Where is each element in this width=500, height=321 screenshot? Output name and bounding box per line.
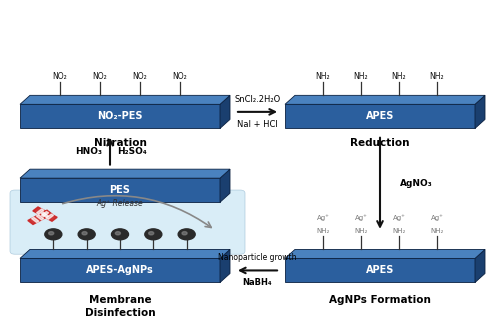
Circle shape — [116, 232, 120, 235]
Text: NO₂: NO₂ — [92, 72, 108, 81]
Text: Ag⁺: Ag⁺ — [354, 215, 368, 221]
Text: NH₂: NH₂ — [392, 228, 406, 234]
Text: Membrane
Disinfection: Membrane Disinfection — [84, 295, 156, 318]
Text: NH₂: NH₂ — [354, 228, 368, 234]
Polygon shape — [20, 95, 230, 104]
Text: Nitration: Nitration — [94, 138, 146, 148]
Polygon shape — [20, 258, 220, 282]
Text: APES: APES — [366, 111, 394, 121]
Bar — [42, 212, 48, 217]
Text: Reduction: Reduction — [350, 138, 410, 148]
Circle shape — [178, 229, 195, 240]
Polygon shape — [285, 95, 485, 104]
Bar — [41, 212, 48, 217]
Polygon shape — [220, 169, 230, 202]
Text: APES: APES — [366, 265, 394, 275]
Text: Ag⁺: Ag⁺ — [392, 215, 406, 221]
Circle shape — [82, 232, 87, 235]
Polygon shape — [20, 178, 220, 202]
Text: SnCl₂.2H₂O: SnCl₂.2H₂O — [234, 95, 281, 104]
Polygon shape — [475, 249, 485, 282]
Polygon shape — [285, 249, 485, 258]
Text: NH₂: NH₂ — [430, 228, 444, 234]
Text: PES: PES — [110, 185, 130, 195]
Text: Ag⁺ Release: Ag⁺ Release — [96, 199, 144, 208]
Circle shape — [48, 232, 54, 235]
Polygon shape — [20, 169, 230, 178]
FancyBboxPatch shape — [10, 190, 245, 254]
Polygon shape — [285, 258, 475, 282]
Text: HNO₃: HNO₃ — [76, 147, 102, 156]
Polygon shape — [220, 249, 230, 282]
Polygon shape — [220, 95, 230, 128]
Polygon shape — [20, 104, 220, 128]
Circle shape — [112, 229, 128, 240]
Text: NH₂: NH₂ — [354, 72, 368, 81]
Polygon shape — [20, 249, 230, 258]
Text: NaI + HCl: NaI + HCl — [237, 120, 278, 129]
Circle shape — [78, 229, 95, 240]
Bar — [36, 215, 44, 220]
Text: NH₂: NH₂ — [392, 72, 406, 81]
Circle shape — [45, 229, 62, 240]
Text: NH₂: NH₂ — [430, 72, 444, 81]
Text: H₂SO₄: H₂SO₄ — [118, 147, 147, 156]
Bar — [33, 207, 57, 221]
Text: NaBH₄: NaBH₄ — [242, 279, 272, 288]
Text: NH₂: NH₂ — [316, 72, 330, 81]
Bar — [46, 214, 54, 219]
Circle shape — [145, 229, 162, 240]
Circle shape — [182, 232, 187, 235]
Text: NO₂: NO₂ — [132, 72, 148, 81]
Polygon shape — [475, 95, 485, 128]
Text: AgNPs Formation: AgNPs Formation — [329, 295, 431, 305]
Polygon shape — [285, 104, 475, 128]
Bar — [28, 210, 52, 224]
Circle shape — [148, 232, 154, 235]
Text: NO₂: NO₂ — [172, 72, 188, 81]
Text: Nanoparticle growth: Nanoparticle growth — [218, 253, 297, 263]
Text: Ag⁺: Ag⁺ — [316, 215, 330, 221]
Text: NO₂: NO₂ — [52, 72, 68, 81]
Text: APES-AgNPs: APES-AgNPs — [86, 265, 154, 275]
Text: NH₂: NH₂ — [316, 228, 330, 234]
Text: Ag⁺: Ag⁺ — [430, 215, 444, 221]
Bar — [32, 217, 39, 222]
Bar — [36, 209, 44, 214]
Text: NO₂-PES: NO₂-PES — [98, 111, 143, 121]
Text: AgNO₃: AgNO₃ — [400, 179, 433, 188]
